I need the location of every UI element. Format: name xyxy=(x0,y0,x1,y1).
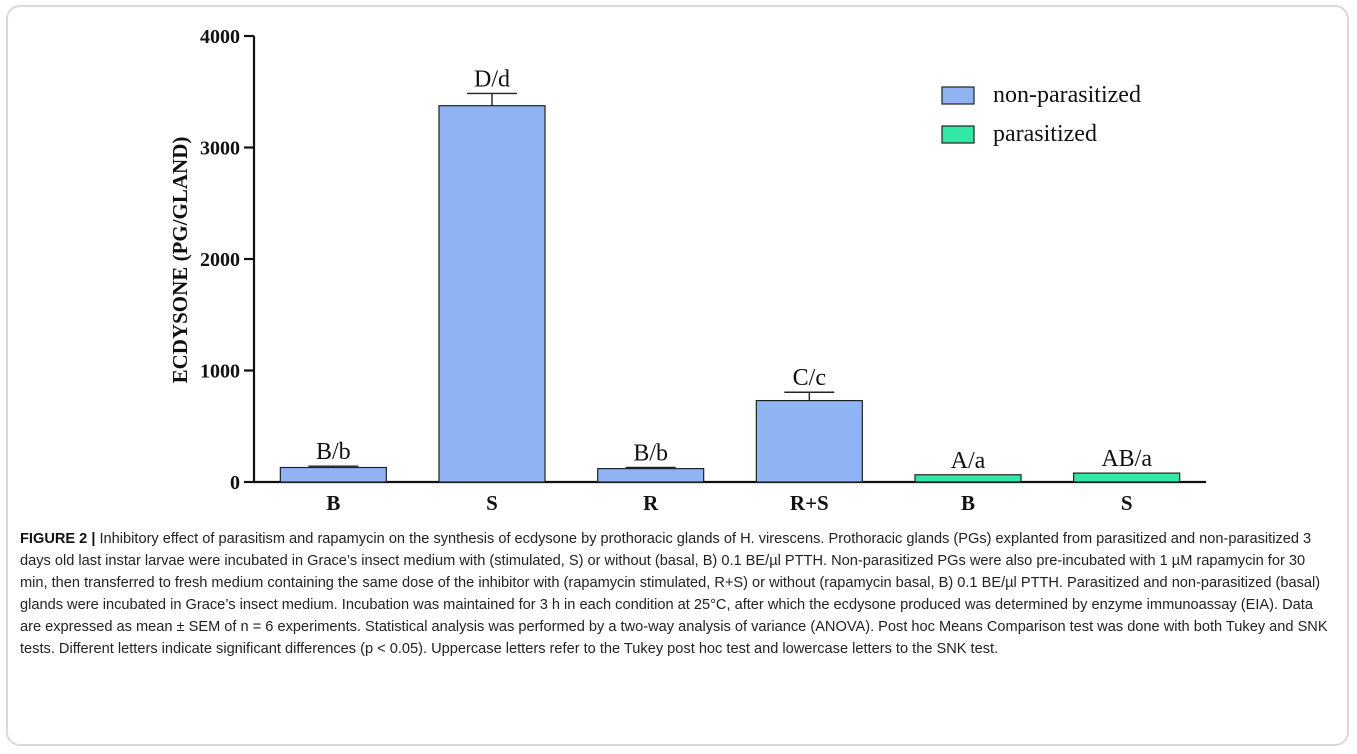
x-tick-label: S xyxy=(486,491,498,515)
x-tick-label: R xyxy=(643,491,659,515)
y-axis: 0 1000 2000 3000 4000 xyxy=(200,26,256,494)
bar xyxy=(1073,472,1181,483)
significance-label: B/b xyxy=(316,439,351,465)
significance-label: AB/a xyxy=(1101,446,1152,472)
figure-caption: FIGURE 2 | Inhibitory effect of parasiti… xyxy=(20,528,1336,660)
legend: non-parasitized parasitized xyxy=(941,82,1141,147)
bars: B/b D/d B/b C/c A/a AB/a xyxy=(279,66,1181,483)
y-tick-label: 1000 xyxy=(200,361,240,383)
x-tick-label: B xyxy=(961,491,975,515)
bar xyxy=(755,400,863,483)
y-tick-label: 3000 xyxy=(200,138,240,160)
figure-label: FIGURE 2 | xyxy=(20,531,96,547)
bar xyxy=(914,474,1022,483)
significance-label: D/d xyxy=(474,66,510,92)
y-tick-label: 0 xyxy=(230,472,240,494)
legend-label: parasitized xyxy=(993,121,1097,147)
caption-text: Inhibitory effect of parasitism and rapa… xyxy=(20,531,1328,657)
significance-label: B/b xyxy=(633,441,668,467)
y-tick-label: 2000 xyxy=(200,249,240,271)
bar xyxy=(597,468,705,483)
significance-label: C/c xyxy=(793,365,826,391)
x-tick-label: S xyxy=(1121,491,1133,515)
legend-swatch xyxy=(941,86,975,105)
y-axis-label: ECDYSONE (PG/GLAND) xyxy=(168,137,192,384)
significance-label: A/a xyxy=(951,448,986,474)
bar xyxy=(438,105,546,483)
legend-swatch xyxy=(941,125,975,144)
y-tick-label: 4000 xyxy=(200,26,240,48)
bar-chart: 0 1000 2000 3000 4000 B S R R+S B S B/b D/d B/b C/c A… xyxy=(168,26,1206,515)
x-axis: B S R R+S B S xyxy=(254,480,1206,515)
legend-label: non-parasitized xyxy=(993,82,1141,108)
bar xyxy=(279,466,387,483)
x-tick-label: B xyxy=(326,491,340,515)
x-tick-label: R+S xyxy=(790,491,829,515)
figure-frame xyxy=(6,5,1349,746)
